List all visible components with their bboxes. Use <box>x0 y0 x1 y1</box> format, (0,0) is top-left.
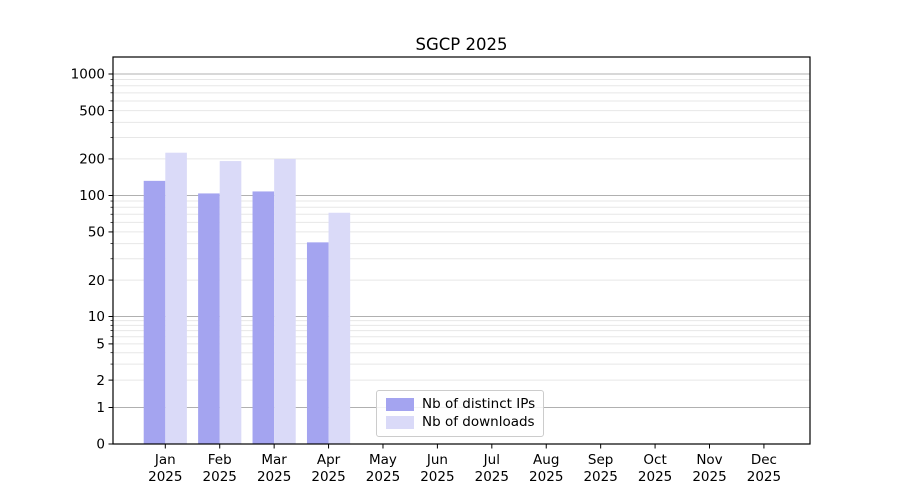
x-tick-label-year-feb: 2025 <box>203 469 237 485</box>
x-tick-label-month-jun: Jun <box>426 452 448 468</box>
x-tick-label-year-mar: 2025 <box>257 469 291 485</box>
bar-downloads-mar <box>274 158 296 444</box>
x-tick-label-year-oct: 2025 <box>638 469 672 485</box>
x-tick-label-year-aug: 2025 <box>529 469 563 485</box>
bar-distinct-ips-apr <box>306 242 329 444</box>
y-tick-label-20: 20 <box>88 273 105 289</box>
x-tick-label-month-feb: Feb <box>208 452 232 468</box>
y-tick-label-1000: 1000 <box>71 67 105 83</box>
x-tick-label-month-mar: Mar <box>261 452 287 468</box>
x-tick-label-month-jul: Jul <box>483 452 500 468</box>
y-tick-label-10: 10 <box>88 309 105 325</box>
x-tick-label-month-aug: Aug <box>533 452 559 468</box>
x-tick-label-month-dec: Dec <box>751 452 777 468</box>
bar-distinct-ips-jan <box>143 180 166 444</box>
plot-border <box>112 56 811 445</box>
x-tick-label-year-jan: 2025 <box>148 469 182 485</box>
bar-distinct-ips-feb <box>198 193 220 444</box>
x-tick-label-month-apr: Apr <box>317 452 341 468</box>
x-tick-label-year-apr: 2025 <box>311 469 345 485</box>
bar-distinct-ips-mar <box>252 191 275 444</box>
y-tick-label-2: 2 <box>96 373 105 389</box>
legend-swatch-downloads <box>386 416 414 429</box>
legend-box: Nb of distinct IPs Nb of downloads <box>376 390 544 437</box>
x-tick-label-year-jun: 2025 <box>420 469 454 485</box>
x-tick-label-year-sep: 2025 <box>583 469 617 485</box>
x-tick-label-year-may: 2025 <box>366 469 400 485</box>
x-tick-label-month-may: May <box>369 452 397 468</box>
legend-entry-distinct-ips: Nb of distinct IPs <box>386 396 536 413</box>
legend-label-distinct-ips: Nb of distinct IPs <box>422 396 536 412</box>
legend-label-downloads: Nb of downloads <box>422 414 535 430</box>
x-tick-label-month-sep: Sep <box>588 452 613 468</box>
y-tick-label-200: 200 <box>79 152 105 168</box>
bar-downloads-feb <box>219 161 242 444</box>
x-tick-label-month-oct: Oct <box>643 452 666 468</box>
y-tick-label-500: 500 <box>79 103 105 119</box>
x-tick-label-year-nov: 2025 <box>692 469 726 485</box>
x-tick-label-year-dec: 2025 <box>747 469 781 485</box>
y-tick-label-1: 1 <box>96 400 105 416</box>
x-tick-label-month-jan: Jan <box>154 452 176 468</box>
y-tick-label-0: 0 <box>96 437 105 453</box>
y-tick-label-5: 5 <box>96 337 105 353</box>
x-tick-label-month-nov: Nov <box>696 452 722 468</box>
y-tick-label-50: 50 <box>88 225 105 241</box>
legend-swatch-distinct-ips <box>386 398 414 411</box>
y-tick-label-100: 100 <box>79 188 105 204</box>
legend-entry-downloads: Nb of downloads <box>386 414 535 431</box>
bar-downloads-apr <box>328 212 351 444</box>
x-tick-label-year-jul: 2025 <box>475 469 509 485</box>
bar-downloads-jan <box>165 152 187 444</box>
chart-title: SGCP 2025 <box>415 35 508 54</box>
